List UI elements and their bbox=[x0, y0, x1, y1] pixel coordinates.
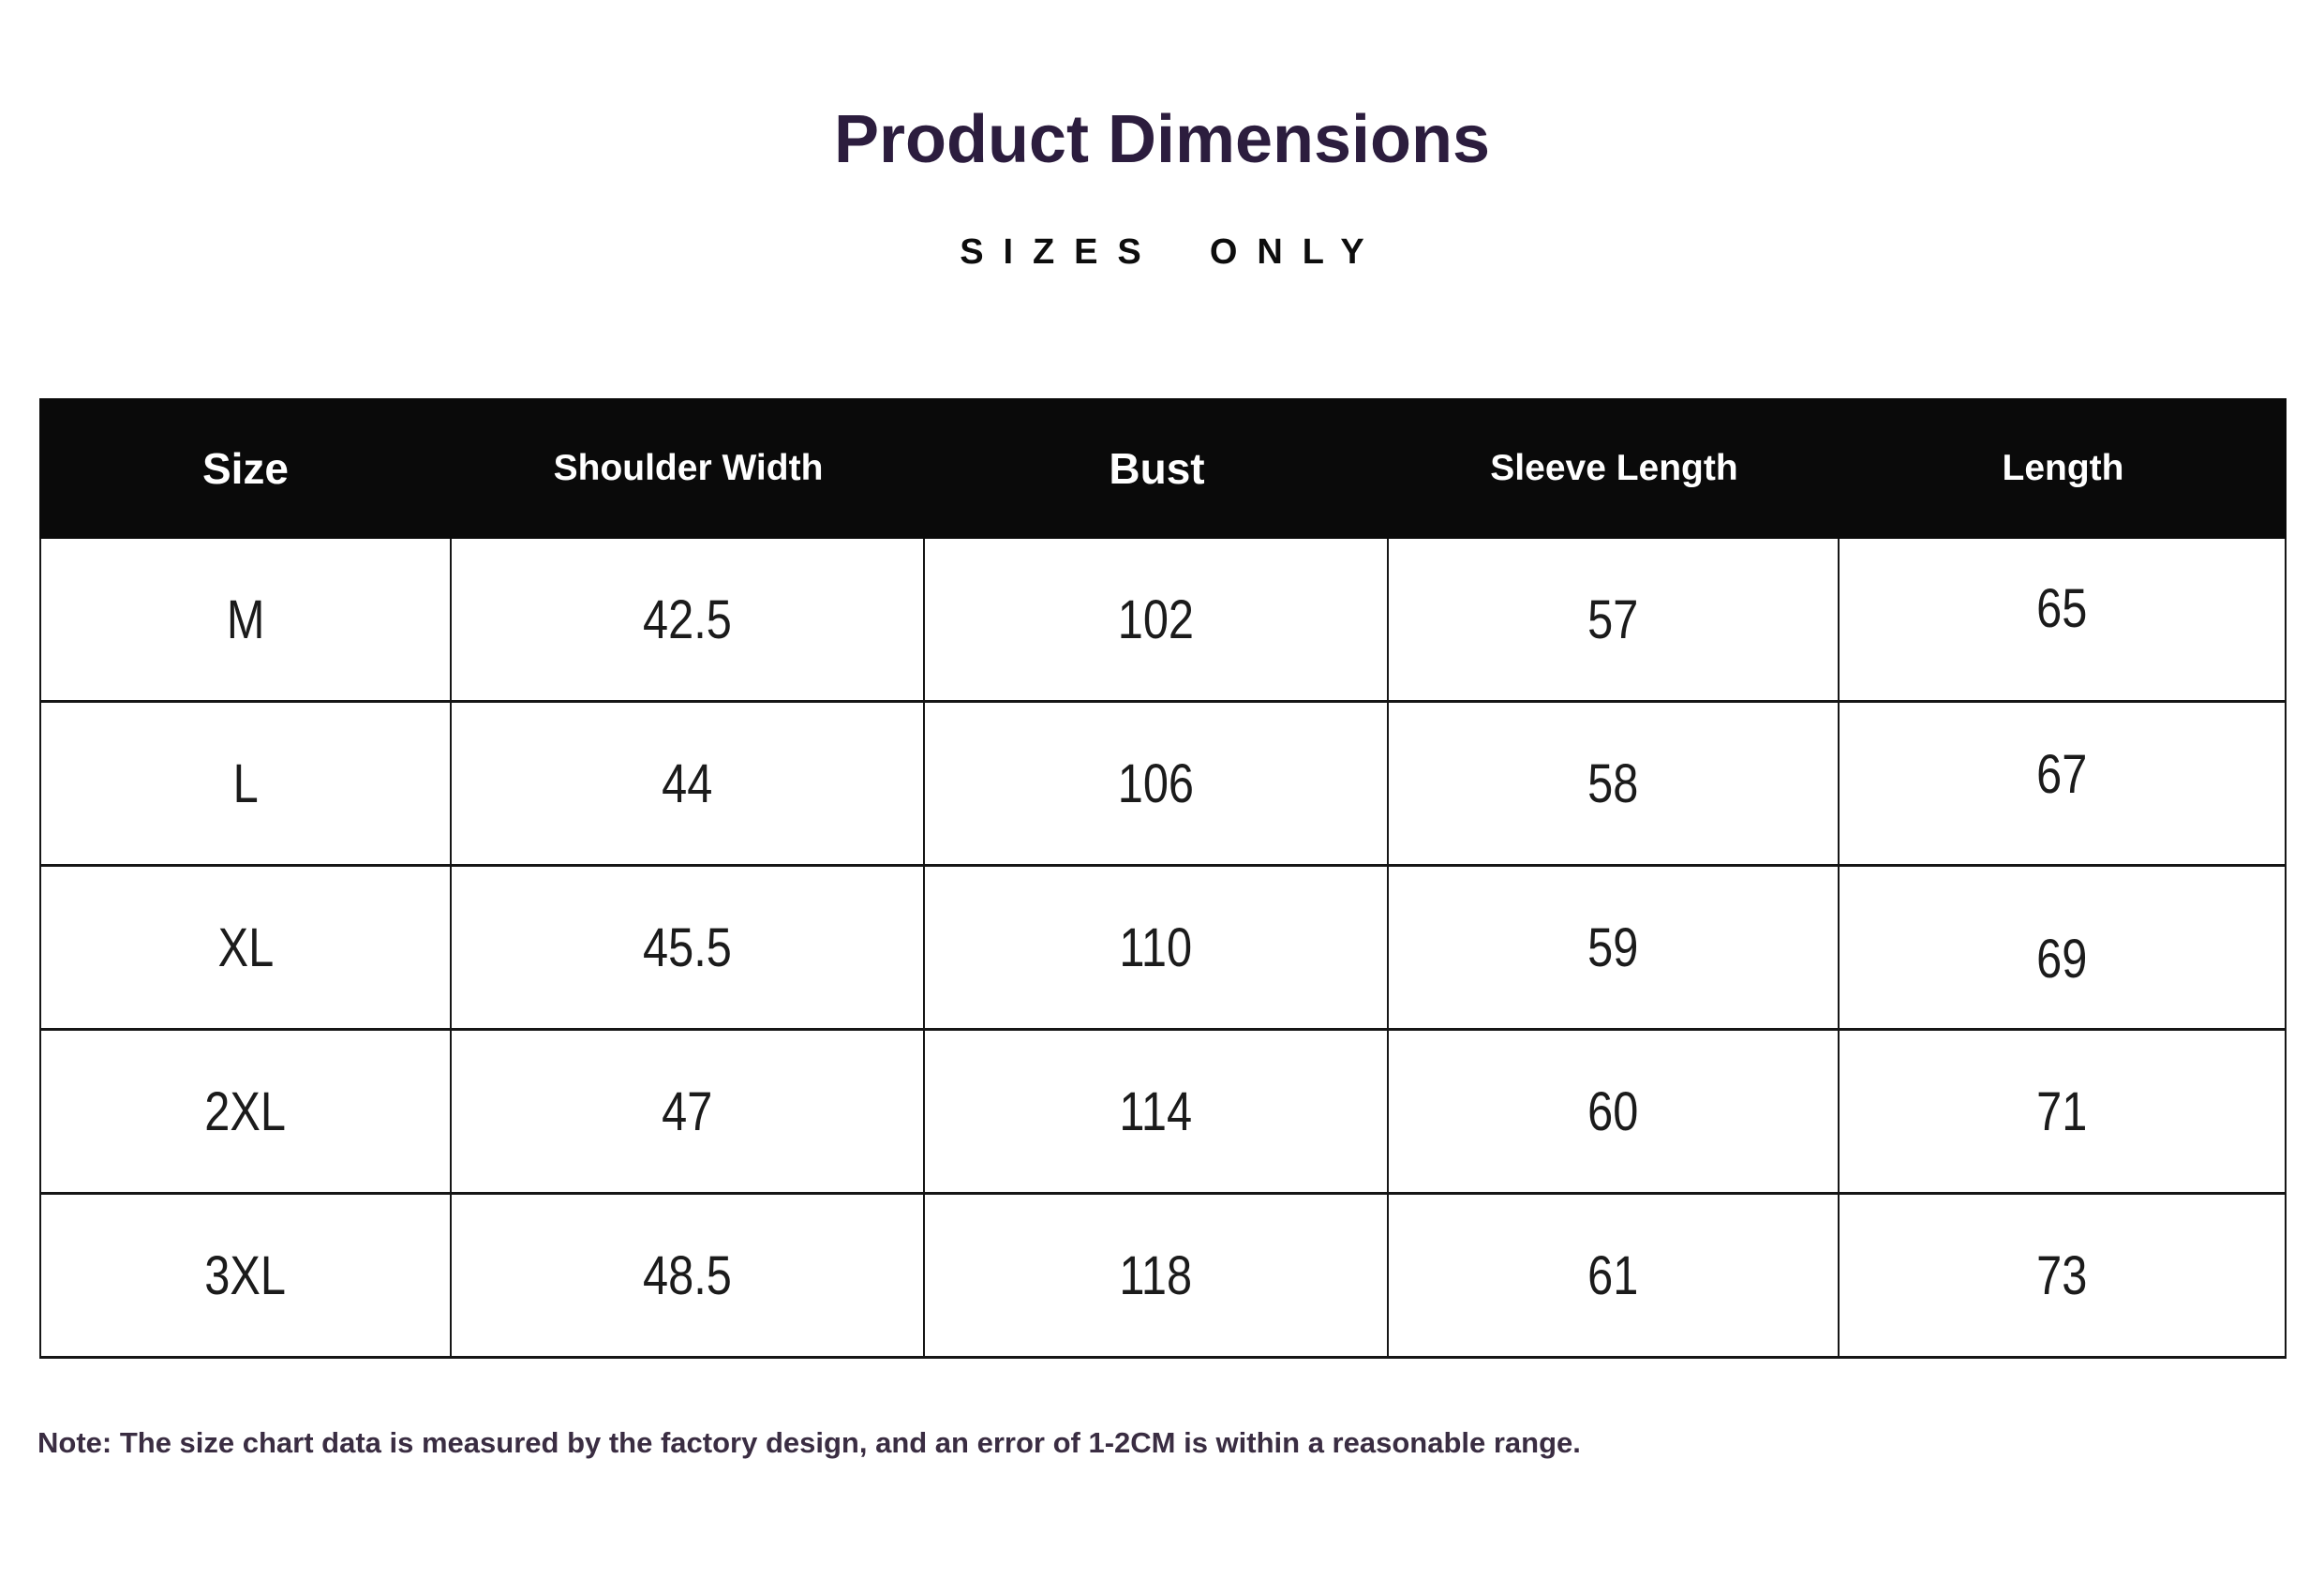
cell-value: 58 bbox=[1587, 752, 1639, 814]
cell-shoulder-width: 45.5 bbox=[452, 867, 925, 1031]
cell-shoulder-width: 48.5 bbox=[452, 1195, 925, 1359]
cell-value: 44 bbox=[662, 752, 713, 814]
cell-value: 60 bbox=[1587, 1080, 1639, 1142]
cell-length: 67 bbox=[1840, 703, 2287, 867]
column-header-size: Size bbox=[201, 444, 290, 493]
cell-length: 71 bbox=[1840, 1031, 2287, 1195]
cell-sleeve-length: 58 bbox=[1389, 703, 1840, 867]
cell-value: 118 bbox=[1119, 1244, 1193, 1306]
cell-bust: 106 bbox=[925, 703, 1389, 867]
cell-value: 57 bbox=[1587, 588, 1639, 650]
cell-value: 71 bbox=[2036, 1080, 2088, 1142]
note-text: Note: The size chart data is measured by… bbox=[37, 1426, 1581, 1459]
cell-sleeve-length: 57 bbox=[1389, 539, 1840, 703]
cell-length: 73 bbox=[1840, 1195, 2287, 1359]
table-row-2xl: 2XL 47 114 60 71 bbox=[41, 1031, 2287, 1195]
cell-size: L bbox=[41, 703, 452, 867]
page-subtitle: SIZES ONLY bbox=[960, 232, 1384, 272]
cell-length: 69 bbox=[1840, 867, 2287, 1031]
column-header-shoulder-width: Shoulder Width bbox=[553, 448, 824, 488]
cell-value: 67 bbox=[2036, 743, 2088, 805]
cell-value: XL bbox=[217, 916, 274, 978]
cell-sleeve-length: 59 bbox=[1389, 867, 1840, 1031]
cell-value: 102 bbox=[1117, 588, 1195, 650]
cell-shoulder-width: 44 bbox=[452, 703, 925, 867]
cell-shoulder-width: 47 bbox=[452, 1031, 925, 1195]
cell-bust: 110 bbox=[925, 867, 1389, 1031]
table-header-row: Size Shoulder Width Bust Sleeve Length L… bbox=[39, 398, 2287, 539]
cell-value: 73 bbox=[2036, 1244, 2088, 1306]
table-body: M 42.5 102 57 65 L 44 106 58 67 XL 45.5 … bbox=[39, 539, 2287, 1359]
cell-length: 65 bbox=[1840, 539, 2287, 703]
page-title: Product Dimensions bbox=[833, 102, 1491, 177]
table-row-xl: XL 45.5 110 59 69 bbox=[41, 867, 2287, 1031]
table-row-l: L 44 106 58 67 bbox=[41, 703, 2287, 867]
table-row-3xl: 3XL 48.5 118 61 73 bbox=[41, 1195, 2287, 1359]
cell-size: 3XL bbox=[41, 1195, 452, 1359]
cell-size: XL bbox=[41, 867, 452, 1031]
cell-size: 2XL bbox=[41, 1031, 452, 1195]
cell-value: 110 bbox=[1119, 916, 1193, 978]
column-header-sleeve-length: Sleeve Length bbox=[1490, 448, 1738, 488]
cell-sleeve-length: 61 bbox=[1389, 1195, 1840, 1359]
cell-value: 45.5 bbox=[643, 916, 732, 978]
cell-value: L bbox=[232, 752, 259, 814]
size-table: Size Shoulder Width Bust Sleeve Length L… bbox=[39, 398, 2287, 1359]
cell-value: 47 bbox=[662, 1080, 713, 1142]
cell-value: 106 bbox=[1117, 752, 1195, 814]
cell-sleeve-length: 60 bbox=[1389, 1031, 1840, 1195]
cell-value: 2XL bbox=[204, 1080, 287, 1142]
cell-value: 69 bbox=[2036, 928, 2088, 990]
cell-bust: 114 bbox=[925, 1031, 1389, 1195]
cell-value: 48.5 bbox=[643, 1244, 732, 1306]
column-header-bust: Bust bbox=[1109, 444, 1205, 493]
cell-shoulder-width: 42.5 bbox=[452, 539, 925, 703]
cell-bust: 118 bbox=[925, 1195, 1389, 1359]
cell-value: 61 bbox=[1587, 1244, 1639, 1306]
cell-value: 42.5 bbox=[643, 588, 732, 650]
column-header-length: Length bbox=[2002, 448, 2124, 488]
cell-value: M bbox=[226, 588, 265, 650]
cell-value: 114 bbox=[1119, 1080, 1193, 1142]
cell-bust: 102 bbox=[925, 539, 1389, 703]
cell-value: 65 bbox=[2036, 577, 2088, 639]
cell-value: 3XL bbox=[204, 1244, 287, 1306]
table-row-m: M 42.5 102 57 65 bbox=[41, 539, 2287, 703]
cell-value: 59 bbox=[1587, 916, 1639, 978]
cell-size: M bbox=[41, 539, 452, 703]
